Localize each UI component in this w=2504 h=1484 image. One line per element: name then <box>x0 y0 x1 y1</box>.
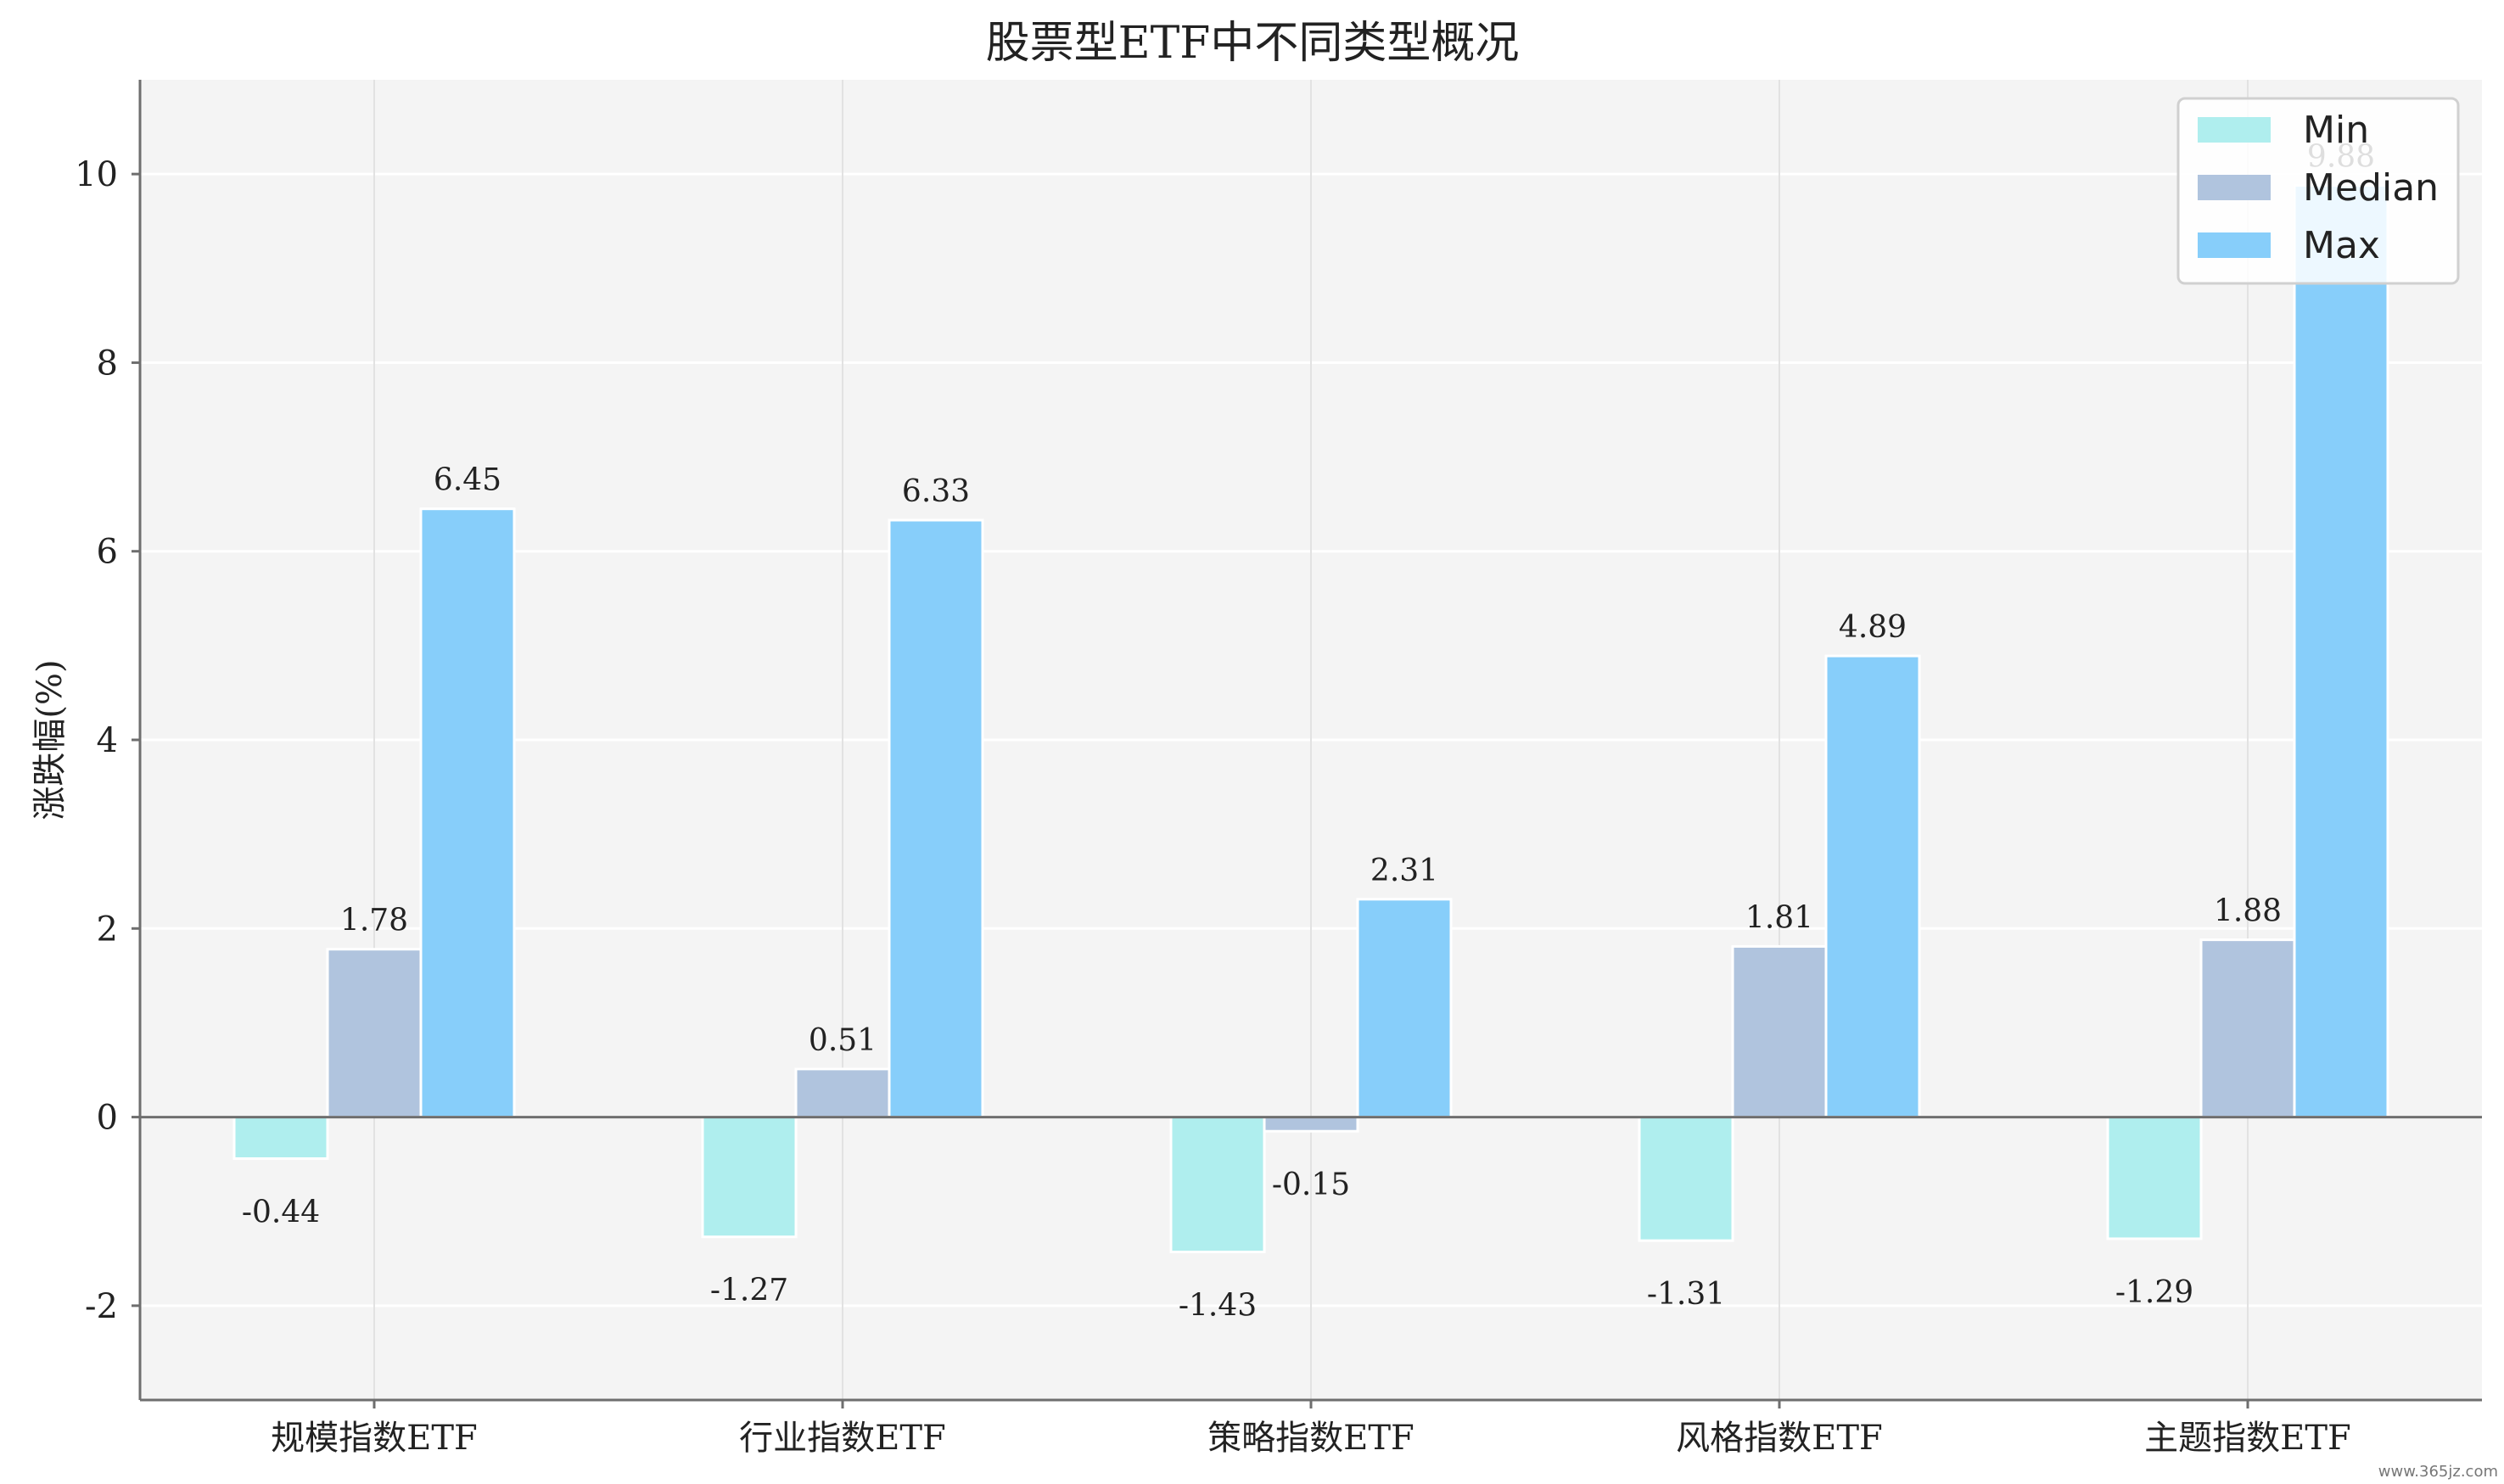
y-tick-label: 0 <box>97 1099 118 1138</box>
data-label: -1.27 <box>710 1274 788 1308</box>
bar <box>888 518 984 1119</box>
x-tick-label: 行业指数ETF <box>739 1419 946 1458</box>
y-tick-label: 4 <box>97 721 118 760</box>
legend-swatch <box>2198 117 2271 143</box>
bar <box>1824 654 1921 1119</box>
bar <box>326 948 423 1119</box>
data-label: 0.51 <box>809 1023 877 1058</box>
x-tick-label: 主题指数ETF <box>2144 1419 2351 1458</box>
bar <box>701 1116 798 1239</box>
y-tick-label: 10 <box>75 155 118 194</box>
y-tick-label: 6 <box>97 533 118 572</box>
bars <box>232 183 2389 1254</box>
data-label: -1.29 <box>2115 1275 2193 1310</box>
bar <box>794 1067 891 1119</box>
y-axis-label: 涨跌幅(%) <box>31 659 70 820</box>
bar <box>232 1116 329 1160</box>
y-tick-label: 2 <box>97 910 118 949</box>
data-label: 1.88 <box>2214 894 2282 929</box>
data-label: 6.33 <box>902 474 970 509</box>
x-axis-ticks: 规模指数ETF 行业指数ETF 策略指数ETF 风格指数ETF 主题指数ETF <box>271 1400 2351 1458</box>
legend: Min Median Max <box>2176 97 2460 285</box>
data-label: 1.81 <box>1745 900 1813 935</box>
bar <box>1263 1116 1359 1133</box>
bar <box>2293 183 2389 1119</box>
bar <box>1356 898 1453 1119</box>
x-tick-label: 风格指数ETF <box>1676 1419 1883 1458</box>
legend-label: Min <box>2303 109 2369 152</box>
data-label: -1.31 <box>1647 1277 1725 1312</box>
chart-title: 股票型ETF中不同类型概况 <box>986 18 1520 69</box>
bar <box>2106 1116 2203 1240</box>
bar <box>1731 944 1828 1119</box>
data-label: 4.89 <box>1839 610 1907 645</box>
legend-swatch <box>2198 232 2271 258</box>
bar <box>1638 1116 1734 1242</box>
data-label: 6.45 <box>434 463 501 498</box>
watermark: www.365jz.com <box>2378 1463 2498 1481</box>
bar <box>2199 938 2296 1119</box>
legend-label: Max <box>2303 224 2380 267</box>
y-tick-label: -2 <box>85 1287 118 1326</box>
bar <box>1169 1116 1266 1254</box>
y-axis-ticks: -2 0 2 4 6 8 10 <box>75 155 140 1326</box>
legend-label: Median <box>2303 166 2439 210</box>
legend-swatch <box>2198 175 2271 200</box>
bar <box>419 507 516 1119</box>
data-label: 2.31 <box>1370 854 1438 888</box>
data-label: -1.43 <box>1179 1289 1257 1324</box>
y-tick-label: 8 <box>97 344 118 383</box>
data-label: -0.15 <box>1272 1168 1350 1202</box>
x-tick-label: 策略指数ETF <box>1207 1419 1414 1458</box>
x-tick-label: 规模指数ETF <box>271 1419 478 1458</box>
data-label: 1.78 <box>340 904 408 938</box>
data-label: -0.44 <box>242 1195 320 1229</box>
